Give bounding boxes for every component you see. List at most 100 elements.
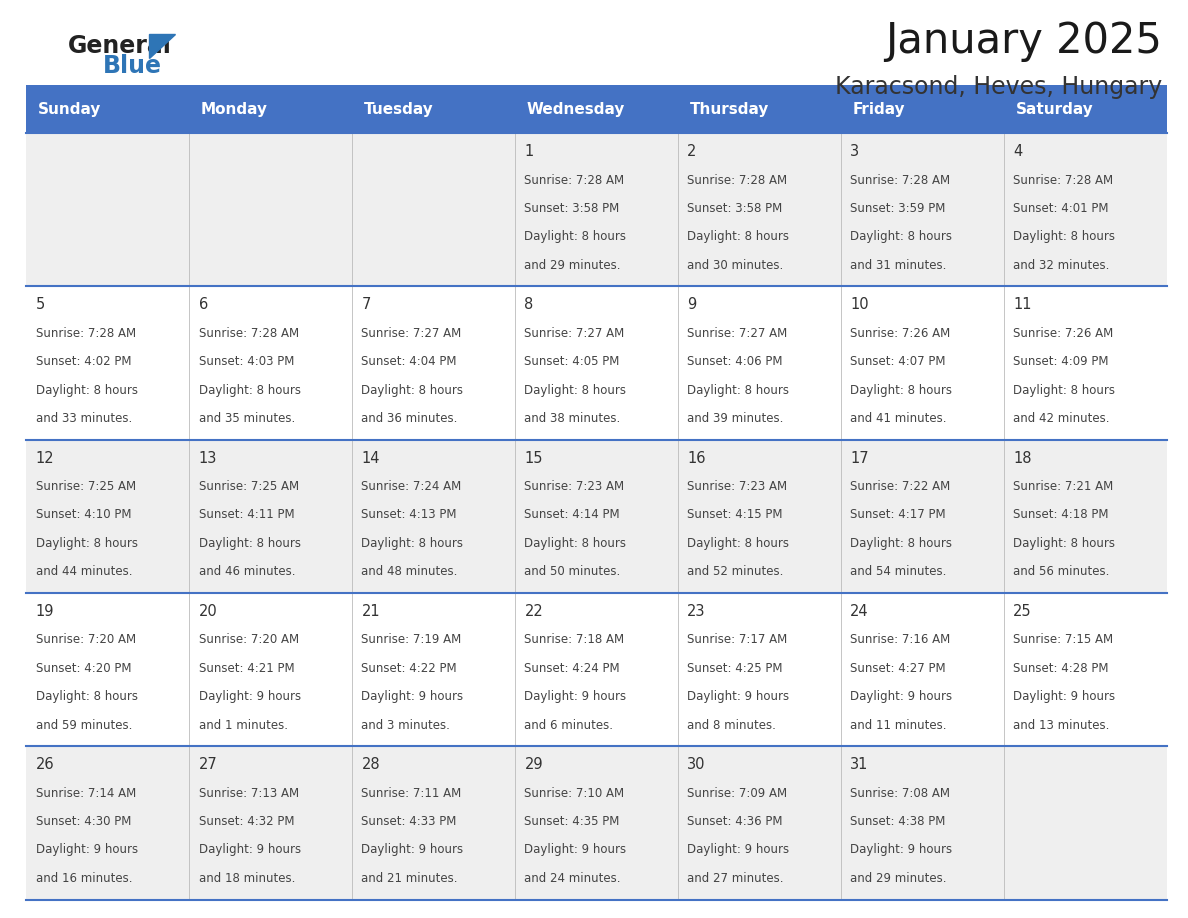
Text: Sunrise: 7:26 AM: Sunrise: 7:26 AM — [851, 327, 950, 340]
Text: Daylight: 8 hours: Daylight: 8 hours — [851, 230, 953, 243]
Bar — [678, 85, 841, 133]
Text: Sunrise: 7:24 AM: Sunrise: 7:24 AM — [361, 480, 462, 493]
Text: and 3 minutes.: and 3 minutes. — [361, 719, 450, 732]
Text: Sunset: 4:22 PM: Sunset: 4:22 PM — [361, 662, 457, 675]
Text: Sunrise: 7:08 AM: Sunrise: 7:08 AM — [851, 787, 950, 800]
Text: 15: 15 — [524, 451, 543, 465]
Text: Sunrise: 7:28 AM: Sunrise: 7:28 AM — [1013, 174, 1113, 186]
Text: Sunset: 4:11 PM: Sunset: 4:11 PM — [198, 509, 295, 521]
Text: Daylight: 8 hours: Daylight: 8 hours — [361, 537, 463, 550]
Text: 20: 20 — [198, 604, 217, 619]
Text: 3: 3 — [851, 144, 859, 159]
Text: and 54 minutes.: and 54 minutes. — [851, 565, 947, 578]
Text: and 44 minutes.: and 44 minutes. — [36, 565, 132, 578]
Text: Daylight: 9 hours: Daylight: 9 hours — [1013, 690, 1116, 703]
Text: Karacsond, Heves, Hungary: Karacsond, Heves, Hungary — [835, 75, 1162, 99]
Text: Sunset: 4:04 PM: Sunset: 4:04 PM — [361, 355, 457, 368]
Text: Daylight: 8 hours: Daylight: 8 hours — [688, 230, 789, 243]
Text: 5: 5 — [36, 297, 45, 312]
Text: Daylight: 8 hours: Daylight: 8 hours — [688, 537, 789, 550]
Text: Daylight: 8 hours: Daylight: 8 hours — [36, 384, 138, 397]
Text: Sunrise: 7:17 AM: Sunrise: 7:17 AM — [688, 633, 788, 646]
Text: Sunrise: 7:28 AM: Sunrise: 7:28 AM — [524, 174, 625, 186]
Text: Daylight: 9 hours: Daylight: 9 hours — [688, 844, 790, 856]
Text: 17: 17 — [851, 451, 868, 465]
Text: Sunrise: 7:26 AM: Sunrise: 7:26 AM — [1013, 327, 1113, 340]
Text: Sunrise: 7:18 AM: Sunrise: 7:18 AM — [524, 633, 625, 646]
Text: and 50 minutes.: and 50 minutes. — [524, 565, 620, 578]
Text: Sunset: 4:35 PM: Sunset: 4:35 PM — [524, 815, 620, 828]
Text: 23: 23 — [688, 604, 706, 619]
Bar — [26, 746, 1167, 900]
Text: Daylight: 9 hours: Daylight: 9 hours — [361, 690, 463, 703]
Polygon shape — [148, 34, 175, 58]
Text: Sunrise: 7:22 AM: Sunrise: 7:22 AM — [851, 480, 950, 493]
Text: and 29 minutes.: and 29 minutes. — [851, 872, 947, 885]
Text: Sunset: 4:09 PM: Sunset: 4:09 PM — [1013, 355, 1108, 368]
Text: and 29 minutes.: and 29 minutes. — [524, 259, 621, 272]
Text: Sunrise: 7:27 AM: Sunrise: 7:27 AM — [361, 327, 462, 340]
Text: 1: 1 — [524, 144, 533, 159]
Text: and 35 minutes.: and 35 minutes. — [198, 412, 295, 425]
Text: Saturday: Saturday — [1016, 102, 1093, 117]
Text: Daylight: 9 hours: Daylight: 9 hours — [198, 844, 301, 856]
Text: General: General — [68, 34, 171, 58]
Text: Sunrise: 7:11 AM: Sunrise: 7:11 AM — [361, 787, 462, 800]
Text: Sunrise: 7:09 AM: Sunrise: 7:09 AM — [688, 787, 788, 800]
Text: and 6 minutes.: and 6 minutes. — [524, 719, 613, 732]
Text: 10: 10 — [851, 297, 868, 312]
Bar — [26, 286, 1167, 440]
Text: 30: 30 — [688, 757, 706, 772]
Text: and 38 minutes.: and 38 minutes. — [524, 412, 620, 425]
Bar — [26, 593, 1167, 746]
Text: Daylight: 9 hours: Daylight: 9 hours — [688, 690, 790, 703]
Text: Sunrise: 7:10 AM: Sunrise: 7:10 AM — [524, 787, 625, 800]
Text: Sunset: 4:02 PM: Sunset: 4:02 PM — [36, 355, 131, 368]
Bar — [841, 85, 1004, 133]
Text: Daylight: 9 hours: Daylight: 9 hours — [524, 690, 626, 703]
Text: Monday: Monday — [201, 102, 268, 117]
Text: Sunset: 4:01 PM: Sunset: 4:01 PM — [1013, 202, 1108, 215]
Text: Sunset: 4:38 PM: Sunset: 4:38 PM — [851, 815, 946, 828]
Text: 22: 22 — [524, 604, 543, 619]
Text: and 11 minutes.: and 11 minutes. — [851, 719, 947, 732]
Bar — [514, 85, 678, 133]
Text: and 13 minutes.: and 13 minutes. — [1013, 719, 1110, 732]
Text: Sunrise: 7:20 AM: Sunrise: 7:20 AM — [198, 633, 298, 646]
Bar — [26, 133, 1167, 286]
Text: Sunset: 4:28 PM: Sunset: 4:28 PM — [1013, 662, 1108, 675]
Text: Daylight: 8 hours: Daylight: 8 hours — [524, 384, 626, 397]
Text: Sunrise: 7:14 AM: Sunrise: 7:14 AM — [36, 787, 135, 800]
Text: Daylight: 9 hours: Daylight: 9 hours — [198, 690, 301, 703]
Text: Sunrise: 7:13 AM: Sunrise: 7:13 AM — [198, 787, 298, 800]
Text: Daylight: 9 hours: Daylight: 9 hours — [36, 844, 138, 856]
Text: and 42 minutes.: and 42 minutes. — [1013, 412, 1110, 425]
Text: and 16 minutes.: and 16 minutes. — [36, 872, 132, 885]
Text: and 52 minutes.: and 52 minutes. — [688, 565, 784, 578]
Text: Tuesday: Tuesday — [364, 102, 434, 117]
Bar — [26, 440, 1167, 593]
Text: 9: 9 — [688, 297, 696, 312]
Text: Daylight: 8 hours: Daylight: 8 hours — [1013, 384, 1116, 397]
Text: 27: 27 — [198, 757, 217, 772]
Text: Sunset: 4:10 PM: Sunset: 4:10 PM — [36, 509, 131, 521]
Text: Daylight: 8 hours: Daylight: 8 hours — [361, 384, 463, 397]
Text: and 59 minutes.: and 59 minutes. — [36, 719, 132, 732]
Text: 21: 21 — [361, 604, 380, 619]
Text: Sunset: 4:27 PM: Sunset: 4:27 PM — [851, 662, 946, 675]
Text: Sunrise: 7:28 AM: Sunrise: 7:28 AM — [851, 174, 950, 186]
Text: 14: 14 — [361, 451, 380, 465]
Text: Sunrise: 7:28 AM: Sunrise: 7:28 AM — [36, 327, 135, 340]
Text: and 18 minutes.: and 18 minutes. — [198, 872, 295, 885]
Text: Sunset: 4:33 PM: Sunset: 4:33 PM — [361, 815, 457, 828]
Text: Daylight: 8 hours: Daylight: 8 hours — [36, 537, 138, 550]
Text: Sunrise: 7:19 AM: Sunrise: 7:19 AM — [361, 633, 462, 646]
Text: Daylight: 9 hours: Daylight: 9 hours — [524, 844, 626, 856]
Bar — [1004, 85, 1167, 133]
Text: Blue: Blue — [103, 54, 163, 78]
Text: Wednesday: Wednesday — [526, 102, 625, 117]
Text: 28: 28 — [361, 757, 380, 772]
Text: Sunrise: 7:28 AM: Sunrise: 7:28 AM — [688, 174, 788, 186]
Text: Sunrise: 7:15 AM: Sunrise: 7:15 AM — [1013, 633, 1113, 646]
Text: Sunset: 4:25 PM: Sunset: 4:25 PM — [688, 662, 783, 675]
